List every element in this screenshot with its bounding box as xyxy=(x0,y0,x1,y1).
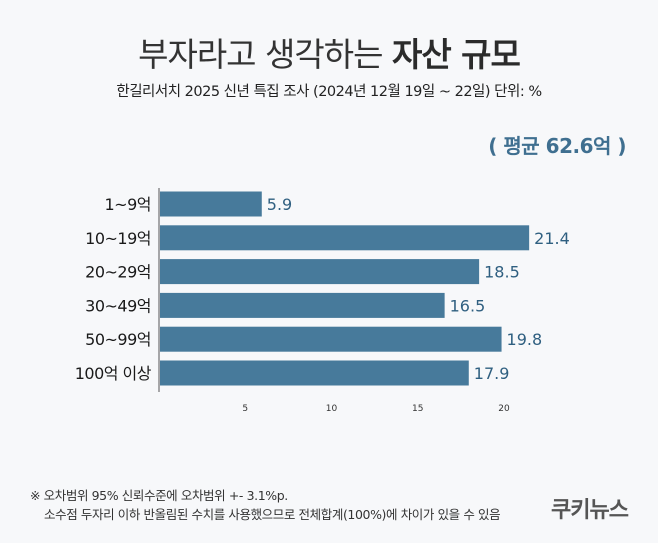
bar xyxy=(160,225,530,251)
logo: 쿠키뉴스 xyxy=(551,498,629,523)
data-label: 21.4 xyxy=(534,229,570,248)
category-label: 30~49억 xyxy=(85,296,151,315)
data-label: 5.9 xyxy=(267,195,292,214)
bar xyxy=(160,326,502,352)
chart-title: 부자라고 생각하는 자산 규모 xyxy=(0,28,658,76)
category-label: 100억 이상 xyxy=(75,364,152,383)
data-label: 19.8 xyxy=(507,330,543,349)
average-label: ( 평균 62.6억 ) xyxy=(488,134,626,158)
data-label: 16.5 xyxy=(450,296,486,315)
title-light: 부자라고 생각하는 xyxy=(138,35,383,74)
data-label: 17.9 xyxy=(474,364,510,383)
x-tick-label: 10 xyxy=(326,404,338,414)
title-bold: 자산 규모 xyxy=(391,35,521,74)
data-label: 18.5 xyxy=(484,263,520,282)
bar xyxy=(160,259,480,285)
footnote: ※ 오차범위 95% 신뢰수준에 오차범위 +- 3.1%p. 소수점 두자리 … xyxy=(30,486,501,524)
x-tick-label: 20 xyxy=(498,404,510,414)
bar xyxy=(160,360,469,386)
footnote-line-1: ※ 오차범위 95% 신뢰수준에 오차범위 +- 3.1%p. xyxy=(30,488,288,503)
category-label: 10~19억 xyxy=(85,229,151,248)
bar xyxy=(160,191,262,217)
x-tick-label: 5 xyxy=(242,404,248,414)
category-label: 20~29억 xyxy=(85,263,151,282)
x-tick-label: 15 xyxy=(412,404,423,414)
footnote-line-2: 소수점 두자리 이하 반올림된 수치를 사용했으므로 전체합계(100%)에 차… xyxy=(44,507,501,522)
bar xyxy=(160,292,445,318)
category-label: 1~9억 xyxy=(105,195,152,214)
category-label: 50~99억 xyxy=(85,330,151,349)
chart-subtitle: 한길리서치 2025 신년 특집 조사 (2024년 12월 19일 ~ 22일… xyxy=(116,84,542,100)
